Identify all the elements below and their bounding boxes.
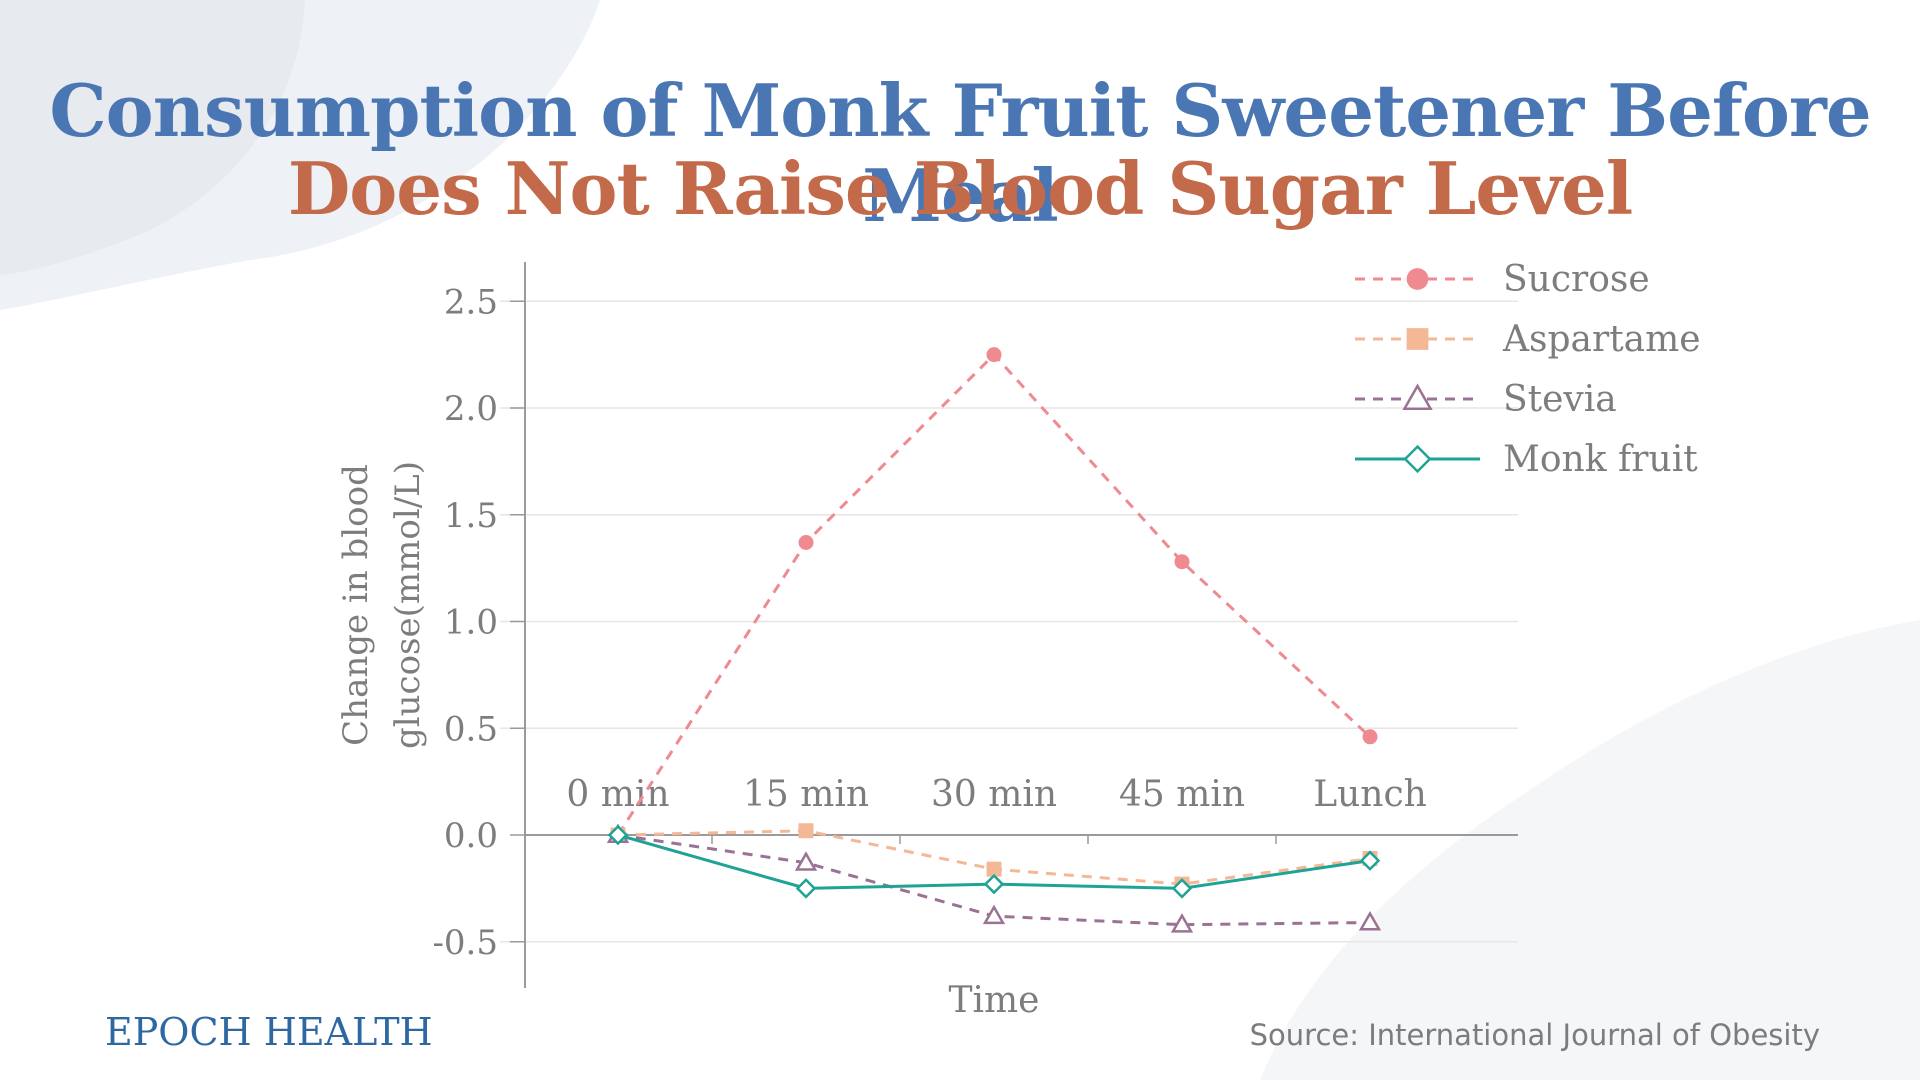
y-tick-label: 2.0 (444, 389, 498, 429)
data-point-monk-fruit (983, 873, 1005, 895)
x-tick-label: Lunch (1313, 774, 1427, 815)
bottom-right-blob (1260, 620, 1920, 1080)
y-tick-label: 2.5 (444, 282, 498, 322)
x-tick-label: 30 min (931, 774, 1057, 815)
brand-logo-text: EPOCH HEALTH (105, 1010, 433, 1054)
y-tick-label: 0.5 (444, 709, 498, 749)
data-point-aspartame (798, 823, 814, 839)
legend-marker-sucrose (1406, 268, 1429, 290)
y-tick-label: 0.0 (444, 816, 498, 856)
data-point-monk-fruit (795, 878, 817, 899)
legend-label-aspartame: Aspartame (1502, 319, 1701, 360)
data-point-monk-fruit (607, 824, 629, 846)
data-point-stevia (794, 851, 818, 871)
data-point-stevia (1170, 913, 1194, 933)
top-left-blob-inner (0, 0, 305, 275)
legend-label-monk-fruit: Monk fruit (1503, 439, 1698, 480)
y-axis-label: Change in blood glucose(mmol/L) (336, 461, 428, 749)
x-tick-label: 15 min (743, 774, 869, 815)
x-tick-label: 0 min (566, 774, 669, 815)
legend-marker-aspartame (1406, 328, 1429, 350)
legend-label-sucrose: Sucrose (1503, 259, 1650, 300)
y-axis-label-line: glucose(mmol/L) (388, 461, 428, 749)
data-point-sucrose (1174, 554, 1190, 570)
data-point-stevia (982, 904, 1006, 925)
x-tick-label: 45 min (1119, 774, 1245, 815)
title-line-2: Does Not Raise Blood Sugar Level (287, 146, 1633, 231)
data-point-sucrose (1362, 729, 1378, 745)
data-point-sucrose (798, 535, 814, 551)
legend-marker-monk-fruit (1403, 444, 1432, 474)
source-note: Source: International Journal of Obesity (1249, 1018, 1820, 1052)
y-tick-label: -0.5 (432, 923, 498, 963)
data-point-aspartame (986, 861, 1002, 877)
data-point-monk-fruit (1359, 850, 1381, 871)
data-point-stevia (1358, 911, 1382, 931)
title-line-1: Consumption of Monk Fruit Sweetener Befo… (49, 68, 1871, 238)
data-point-sucrose (986, 347, 1002, 363)
legend-marker-stevia (1402, 383, 1433, 411)
y-axis-label-line: Change in blood (336, 464, 376, 746)
y-tick-label: 1.0 (444, 603, 498, 643)
series-line-sucrose (616, 352, 1372, 836)
data-point-monk-fruit (1171, 878, 1193, 899)
y-tick-label: 1.5 (444, 496, 498, 536)
x-axis-label: Time (949, 980, 1040, 1021)
legend-label-stevia: Stevia (1503, 379, 1617, 420)
